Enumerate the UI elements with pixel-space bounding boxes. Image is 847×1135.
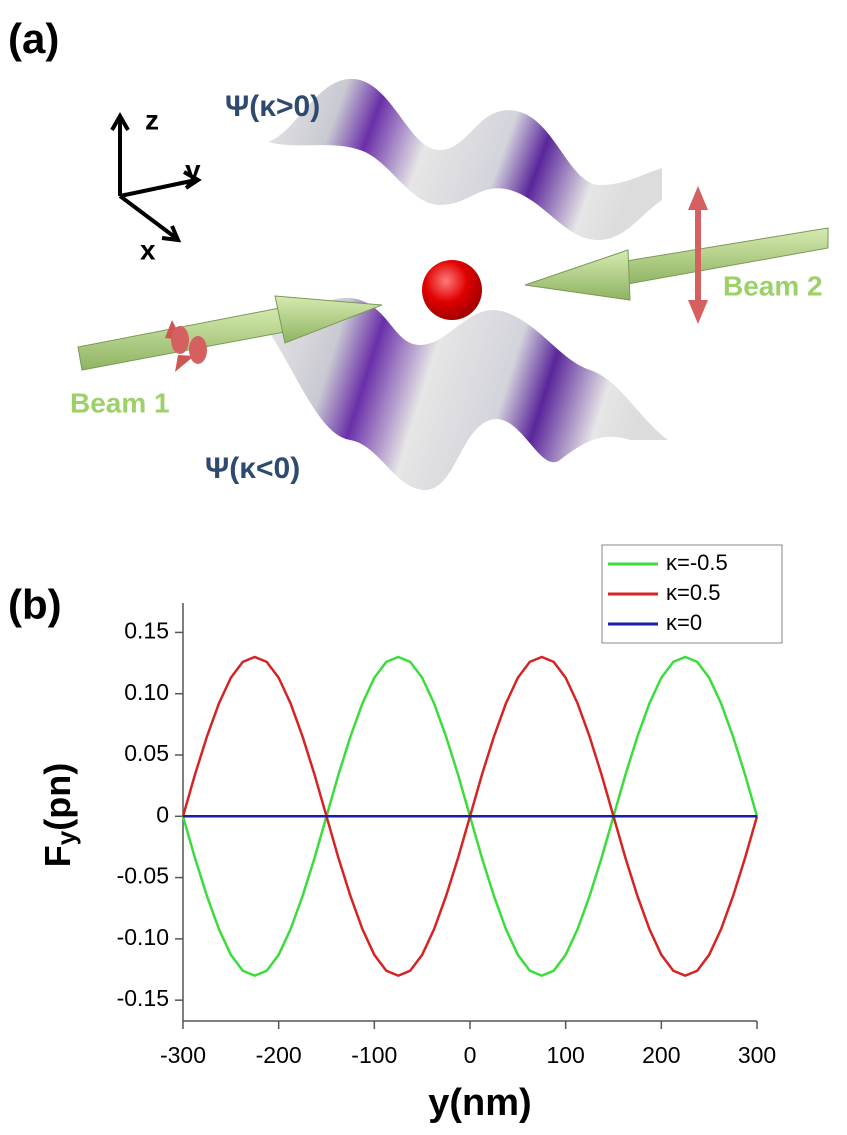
y-tick-label: -0.15 (117, 985, 169, 1011)
axis-label: x (140, 234, 156, 265)
beam-label: Beam 2 (723, 270, 823, 301)
wave-label: Ψ(κ>0) (225, 90, 320, 123)
x-tick-label: 0 (464, 1042, 477, 1068)
y-tick-label: 0.15 (124, 617, 169, 643)
particle (422, 260, 482, 320)
y-axis-label-main: F (37, 845, 78, 867)
y-tick-label: -0.10 (117, 924, 169, 950)
wave-surface (268, 79, 662, 240)
y-tick-label: 0 (156, 801, 169, 827)
figure: (a) z y x Ψ(κ>0) Ψ(κ<0) Beam 2 Beam 1 (b… (0, 0, 847, 1135)
panel-label: (a) (8, 15, 59, 62)
x-tick-label: -200 (256, 1042, 302, 1068)
x-axis-label: y(nm) (428, 1082, 531, 1124)
axis-label: z (145, 104, 159, 135)
wave-surface (268, 298, 668, 490)
y-axis-label: Fy(pn) (37, 763, 81, 867)
beam-label: Beam 1 (70, 387, 170, 418)
x-tick-label: 100 (546, 1042, 584, 1068)
panel-label: (b) (8, 581, 62, 628)
y-axis-label-sub: y (51, 830, 81, 845)
wave-label: Ψ(κ<0) (205, 452, 300, 485)
x-tick-label: 300 (738, 1042, 776, 1068)
legend-label: κ=-0.5 (666, 550, 728, 575)
x-tick-label: 200 (642, 1042, 680, 1068)
y-axis-label-rest: (pn) (37, 763, 78, 831)
axis-label: y (185, 154, 201, 185)
y-tick-label: 0.10 (124, 679, 169, 705)
y-tick-label: 0.05 (124, 740, 169, 766)
x-tick-label: -300 (160, 1042, 206, 1068)
legend-label: κ=0.5 (666, 580, 720, 605)
x-tick-label: -100 (351, 1042, 397, 1068)
y-tick-label: -0.05 (117, 863, 169, 889)
legend-label: κ=0 (666, 610, 702, 635)
